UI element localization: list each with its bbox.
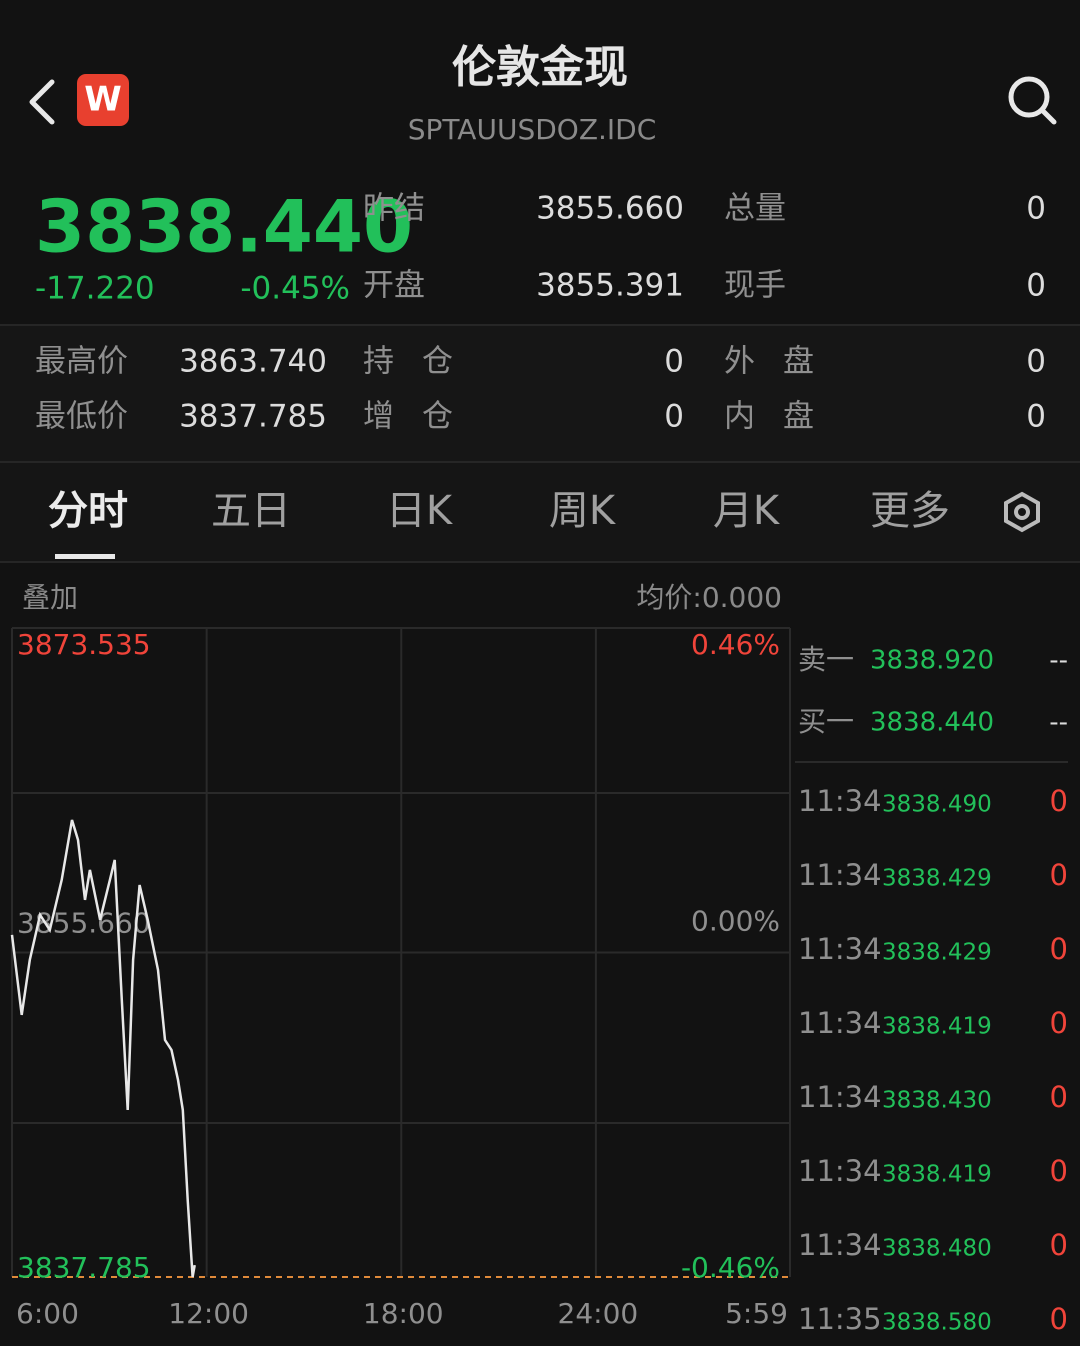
trade-price: 3838.419 bbox=[882, 1014, 992, 1040]
book-volume: -- bbox=[1049, 708, 1068, 738]
stat-label: 增仓 bbox=[363, 399, 481, 435]
field-value: 3855.391 bbox=[536, 268, 684, 304]
logo bbox=[77, 74, 129, 126]
field-label: 昨结 bbox=[363, 191, 425, 227]
y2-tick-label: -0.46% bbox=[681, 1251, 780, 1284]
stat-value: 0 bbox=[664, 399, 684, 435]
book-label: 买一 bbox=[798, 705, 854, 738]
trade-price: 3838.429 bbox=[882, 940, 992, 966]
back-button[interactable] bbox=[29, 79, 55, 125]
change: -17.220 bbox=[35, 271, 155, 307]
stat-label: 内盘 bbox=[724, 399, 842, 435]
trade-time: 11:34 bbox=[798, 932, 882, 966]
book-price: 3838.920 bbox=[870, 646, 994, 676]
x-tick-label: 6:00 bbox=[16, 1297, 79, 1330]
book-price: 3838.440 bbox=[870, 708, 994, 738]
x-tick-label: 18:00 bbox=[363, 1297, 444, 1330]
x-tick-label: 24:00 bbox=[558, 1297, 639, 1330]
field-label: 现手 bbox=[724, 268, 786, 304]
field-label: 总量 bbox=[724, 191, 786, 227]
trade-volume: 0 bbox=[1050, 932, 1068, 966]
stat-label: 最低价 bbox=[35, 399, 128, 435]
trade-time: 11:34 bbox=[798, 1228, 882, 1262]
trade-time: 11:34 bbox=[798, 784, 882, 818]
stat-value: 3863.740 bbox=[179, 344, 327, 380]
trade-time: 11:34 bbox=[798, 1080, 882, 1114]
stat-label: 持仓 bbox=[363, 344, 481, 380]
y2-tick-label: 0.00% bbox=[691, 905, 780, 938]
stat-value: 0 bbox=[1026, 344, 1046, 380]
tab-underline bbox=[55, 554, 115, 559]
field-value: 3855.660 bbox=[536, 191, 684, 227]
trade-price: 3838.419 bbox=[882, 1162, 992, 1188]
y-tick-label: 3837.785 bbox=[17, 1251, 151, 1284]
trade-volume: 0 bbox=[1050, 1228, 1068, 1262]
code: SPTAUUSDOZ.IDC bbox=[408, 113, 657, 146]
tab[interactable]: 月K bbox=[713, 488, 781, 534]
trade-price: 3838.430 bbox=[882, 1088, 992, 1114]
field-value: 0 bbox=[1026, 191, 1046, 227]
x-tick-label: 5:59 bbox=[725, 1297, 788, 1330]
avg-price: 均价:0.000 bbox=[636, 581, 782, 614]
trade-time: 11:35 bbox=[798, 1302, 882, 1336]
price: 3838.440 bbox=[35, 185, 413, 269]
search-button[interactable] bbox=[1008, 76, 1050, 118]
stat-value: 0 bbox=[664, 344, 684, 380]
title: 伦敦金现 bbox=[452, 42, 628, 93]
trade-price: 3838.480 bbox=[882, 1236, 992, 1262]
stat-value: 0 bbox=[1026, 399, 1046, 435]
tab[interactable]: 分时 bbox=[48, 488, 128, 534]
x-tick-label: 12:00 bbox=[168, 1297, 249, 1330]
book-label: 卖一 bbox=[798, 643, 854, 676]
tab[interactable]: 五日 bbox=[211, 488, 291, 534]
trade-volume: 0 bbox=[1050, 1006, 1068, 1040]
change-pct: -0.45% bbox=[240, 271, 350, 307]
trade-volume: 0 bbox=[1050, 858, 1068, 892]
stats-bg bbox=[0, 326, 1080, 462]
settings-button[interactable] bbox=[1004, 491, 1040, 533]
trade-time: 11:34 bbox=[798, 1006, 882, 1040]
y2-tick-label: 0.46% bbox=[691, 628, 780, 661]
logo-text: W bbox=[84, 80, 122, 120]
tab[interactable]: 日K bbox=[386, 488, 454, 534]
search-handle bbox=[1039, 107, 1057, 125]
stat-label: 外盘 bbox=[724, 344, 842, 380]
tabs-bg bbox=[0, 462, 1080, 562]
book-volume: -- bbox=[1049, 646, 1068, 676]
trade-volume: 0 bbox=[1050, 1080, 1068, 1114]
y-tick-label: 3873.535 bbox=[17, 628, 151, 661]
overlay-button[interactable]: 叠加 bbox=[22, 581, 78, 614]
trade-price: 3838.580 bbox=[882, 1310, 992, 1336]
stat-label: 最高价 bbox=[35, 344, 128, 380]
field-label: 开盘 bbox=[363, 268, 425, 304]
trade-time: 11:34 bbox=[798, 1154, 882, 1188]
stat-value: 3837.785 bbox=[179, 399, 327, 435]
tab[interactable]: 周K bbox=[549, 488, 617, 534]
trade-volume: 0 bbox=[1050, 1154, 1068, 1188]
price-line bbox=[10, 819, 196, 1278]
field-value: 0 bbox=[1026, 268, 1046, 304]
trade-price: 3838.429 bbox=[882, 866, 992, 892]
tab[interactable]: 更多 bbox=[870, 488, 950, 534]
trade-volume: 0 bbox=[1050, 784, 1068, 818]
trade-time: 11:34 bbox=[798, 858, 882, 892]
trade-price: 3838.490 bbox=[882, 792, 992, 818]
trade-volume: 0 bbox=[1050, 1302, 1068, 1336]
